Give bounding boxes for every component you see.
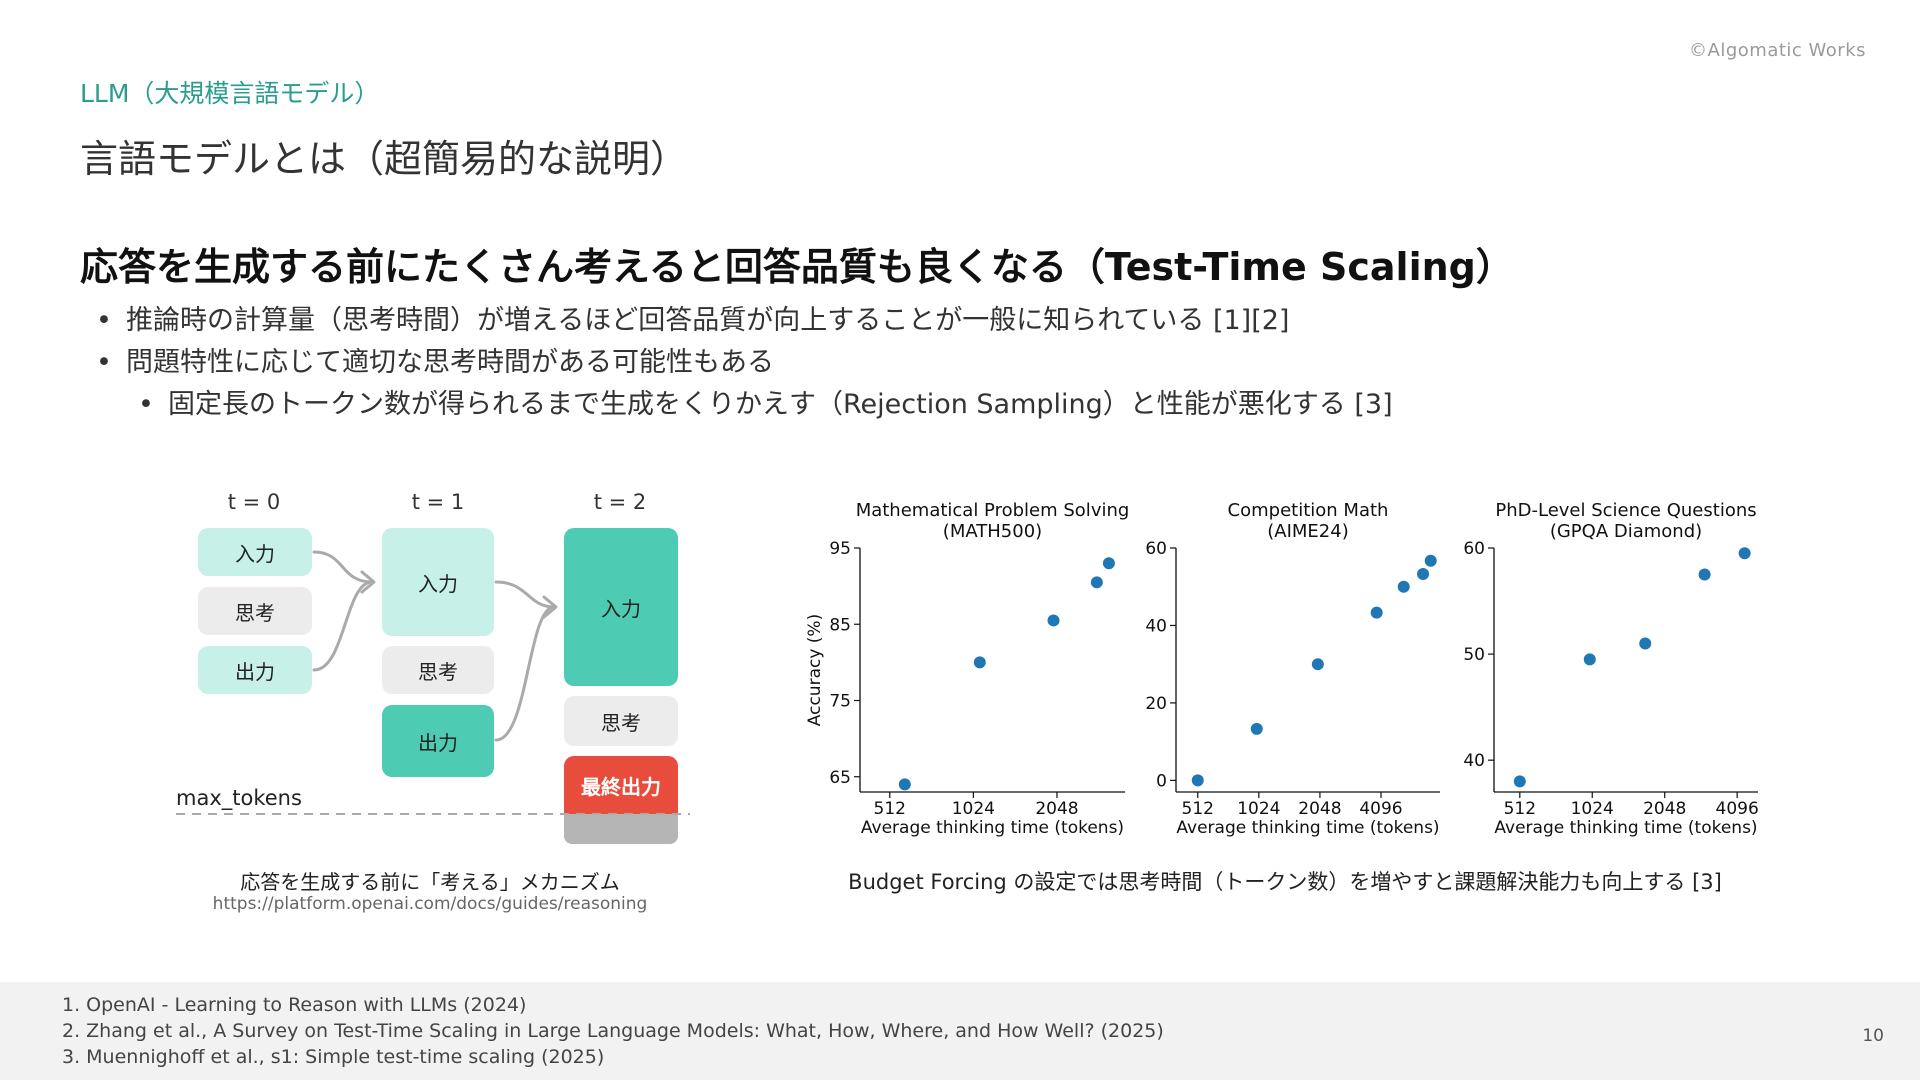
slide-heading: 応答を生成する前にたくさん考えると回答品質も良くなる（Test-Time Sca… xyxy=(80,245,1514,289)
reference-3: 3. Muennighoff et al., s1: Simple test-t… xyxy=(62,1046,605,1068)
data-point xyxy=(1397,580,1410,593)
bullet-dot: • xyxy=(96,305,112,336)
y-tick-label: 40 xyxy=(1463,751,1485,771)
data-point xyxy=(1370,606,1383,619)
data-point xyxy=(1639,637,1652,650)
footer xyxy=(0,982,1920,1080)
t0-input-box: 入力 xyxy=(198,528,312,576)
x-tick-label: 2048 xyxy=(1298,799,1341,819)
data-point xyxy=(1738,547,1751,560)
x-axis-label: Average thinking time (tokens) xyxy=(1176,818,1439,838)
connector-arrow xyxy=(494,605,556,742)
data-point xyxy=(1191,774,1204,787)
slide-title: 言語モデルとは（超簡易的な説明） xyxy=(80,137,689,181)
bullet-2: • 問題特性に応じて適切な思考時間がある可能性もある xyxy=(96,340,774,379)
t0-output-box: 出力 xyxy=(198,646,312,694)
x-tick-label: 512 xyxy=(1182,799,1214,819)
step-label-t0: t = 0 xyxy=(227,490,281,514)
y-tick-label: 85 xyxy=(829,615,851,635)
data-point xyxy=(1513,775,1526,788)
arrow-head xyxy=(542,595,558,619)
max-tokens-label: max_tokens xyxy=(176,786,302,810)
x-tick-label: 1024 xyxy=(952,799,995,819)
bullet-dot: • xyxy=(96,347,112,378)
reference-2: 2. Zhang et al., A Survey on Test-Time S… xyxy=(62,1020,1164,1042)
t2-input-box: 入力 xyxy=(564,528,678,686)
x-tick-label: 4096 xyxy=(1716,799,1759,819)
overflow-region xyxy=(564,814,678,844)
bullet-text: 固定長のトークン数が得られるまで生成をくりかえす（Rejection Sampl… xyxy=(168,389,1393,420)
x-tick-label: 1024 xyxy=(1571,799,1614,819)
y-tick-label: 0 xyxy=(1156,771,1167,791)
chart-title: PhD-Level Science Questions xyxy=(1495,500,1756,521)
bullet-dot: • xyxy=(138,389,154,420)
y-tick-label: 50 xyxy=(1463,645,1485,665)
data-point xyxy=(898,778,911,791)
step-label-t2: t = 2 xyxy=(593,490,647,514)
chart-title: Competition Math xyxy=(1228,500,1389,521)
x-tick-label: 512 xyxy=(1504,799,1536,819)
x-tick-label: 2048 xyxy=(1643,799,1686,819)
data-point xyxy=(1311,658,1324,671)
step-label-t1: t = 1 xyxy=(411,490,465,514)
y-tick-label: 95 xyxy=(829,539,851,559)
connector-arrow xyxy=(312,580,374,672)
connector-arrow xyxy=(312,550,374,584)
copyright: ©Algomatic Works xyxy=(1689,40,1866,61)
x-axis-label: Average thinking time (tokens) xyxy=(861,818,1124,838)
chart-caption: Budget Forcing の設定では思考時間（トークン数）を増やすと課題解決… xyxy=(848,870,1722,894)
section-label: LLM（大規模言語モデル） xyxy=(80,79,380,108)
chart-title: (GPQA Diamond) xyxy=(1550,521,1702,542)
reference-1: 1. OpenAI - Learning to Reason with LLMs… xyxy=(62,994,527,1016)
connector-arrow xyxy=(494,580,556,609)
data-point xyxy=(1090,576,1103,589)
y-axis-label: Accuracy (%) xyxy=(805,614,825,726)
data-point xyxy=(1047,614,1060,627)
x-axis-label: Average thinking time (tokens) xyxy=(1494,818,1757,838)
bullet-1: • 推論時の計算量（思考時間）が増えるほど回答品質が向上することが一般に知られてい… xyxy=(96,298,1289,337)
x-tick-label: 1024 xyxy=(1237,799,1280,819)
t1-think-box: 思考 xyxy=(382,646,494,694)
y-tick-label: 65 xyxy=(829,768,851,788)
t2-final-output-box: 最終出力 xyxy=(564,756,678,814)
page-number: 10 xyxy=(1862,1026,1884,1046)
y-tick-label: 40 xyxy=(1145,616,1167,636)
bullet-text: 推論時の計算量（思考時間）が増えるほど回答品質が向上することが一般に知られている… xyxy=(126,305,1290,336)
arrow-head xyxy=(360,570,376,594)
t1-output-box: 出力 xyxy=(382,705,494,777)
data-point xyxy=(1102,557,1115,570)
sub-bullet-1: • 固定長のトークン数が得られるまで生成をくりかえす（Rejection Samp… xyxy=(138,382,1393,421)
data-point xyxy=(1424,554,1437,567)
chart-title: (AIME24) xyxy=(1267,521,1348,542)
diagram-url: https://platform.openai.com/docs/guides/… xyxy=(212,894,648,914)
y-tick-label: 60 xyxy=(1463,539,1485,559)
data-point xyxy=(1417,567,1430,580)
t0-think-box: 思考 xyxy=(198,587,312,635)
chart-title: Mathematical Problem Solving xyxy=(856,500,1130,521)
diagram-caption: 応答を生成する前に「考える」メカニズム xyxy=(240,870,620,894)
y-tick-label: 20 xyxy=(1145,694,1167,714)
y-tick-label: 75 xyxy=(829,692,851,712)
data-point xyxy=(1698,568,1711,581)
t2-think-box: 思考 xyxy=(564,696,678,746)
x-tick-label: 512 xyxy=(874,799,906,819)
data-point xyxy=(1250,722,1263,735)
bullet-text: 問題特性に応じて適切な思考時間がある可能性もある xyxy=(126,347,774,378)
t1-input-box: 入力 xyxy=(382,528,494,636)
y-tick-label: 60 xyxy=(1145,539,1167,559)
x-tick-label: 2048 xyxy=(1035,799,1078,819)
x-tick-label: 4096 xyxy=(1359,799,1402,819)
data-point xyxy=(973,656,986,669)
data-point xyxy=(1583,653,1596,666)
chart-title: (MATH500) xyxy=(943,521,1042,542)
